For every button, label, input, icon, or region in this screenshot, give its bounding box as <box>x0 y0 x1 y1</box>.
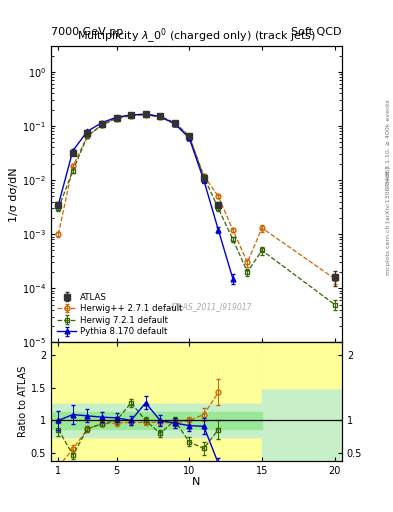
Y-axis label: Ratio to ATLAS: Ratio to ATLAS <box>18 366 28 437</box>
Bar <box>262 343 342 461</box>
X-axis label: N: N <box>192 477 201 487</box>
Bar <box>262 343 342 388</box>
Legend: ATLAS, Herwig++ 2.7.1 default, Herwig 7.2.1 default, Pythia 8.170 default: ATLAS, Herwig++ 2.7.1 default, Herwig 7.… <box>55 291 185 338</box>
Title: Multiplicity $\lambda\_0^0$ (charged only) (track jets): Multiplicity $\lambda\_0^0$ (charged onl… <box>77 27 316 46</box>
Bar <box>51 404 262 437</box>
Bar <box>51 343 262 461</box>
Text: Rivet 3.1.10, ≥ 400k events: Rivet 3.1.10, ≥ 400k events <box>386 99 391 187</box>
Text: ATLAS_2011_I919017: ATLAS_2011_I919017 <box>170 302 252 311</box>
Text: mcplots.cern.ch [arXiv:1306.3436]: mcplots.cern.ch [arXiv:1306.3436] <box>386 166 391 274</box>
Bar <box>51 404 262 437</box>
Text: Soft QCD: Soft QCD <box>292 27 342 37</box>
Bar <box>51 412 262 429</box>
Y-axis label: 1/σ dσ/dN: 1/σ dσ/dN <box>9 167 19 222</box>
Text: 7000 GeV pp: 7000 GeV pp <box>51 27 123 37</box>
